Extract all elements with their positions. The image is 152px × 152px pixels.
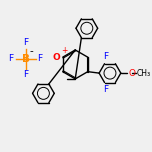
Text: -: -: [29, 46, 33, 56]
Text: +: +: [61, 46, 68, 55]
Text: O: O: [53, 53, 60, 62]
Text: F: F: [23, 70, 29, 79]
Text: CH₃: CH₃: [137, 69, 151, 78]
Text: F: F: [9, 54, 14, 63]
Text: B: B: [22, 54, 30, 64]
Text: F: F: [103, 85, 109, 94]
Text: F: F: [103, 52, 109, 61]
Text: F: F: [23, 38, 29, 47]
Text: F: F: [37, 54, 42, 63]
Text: O: O: [129, 69, 136, 78]
